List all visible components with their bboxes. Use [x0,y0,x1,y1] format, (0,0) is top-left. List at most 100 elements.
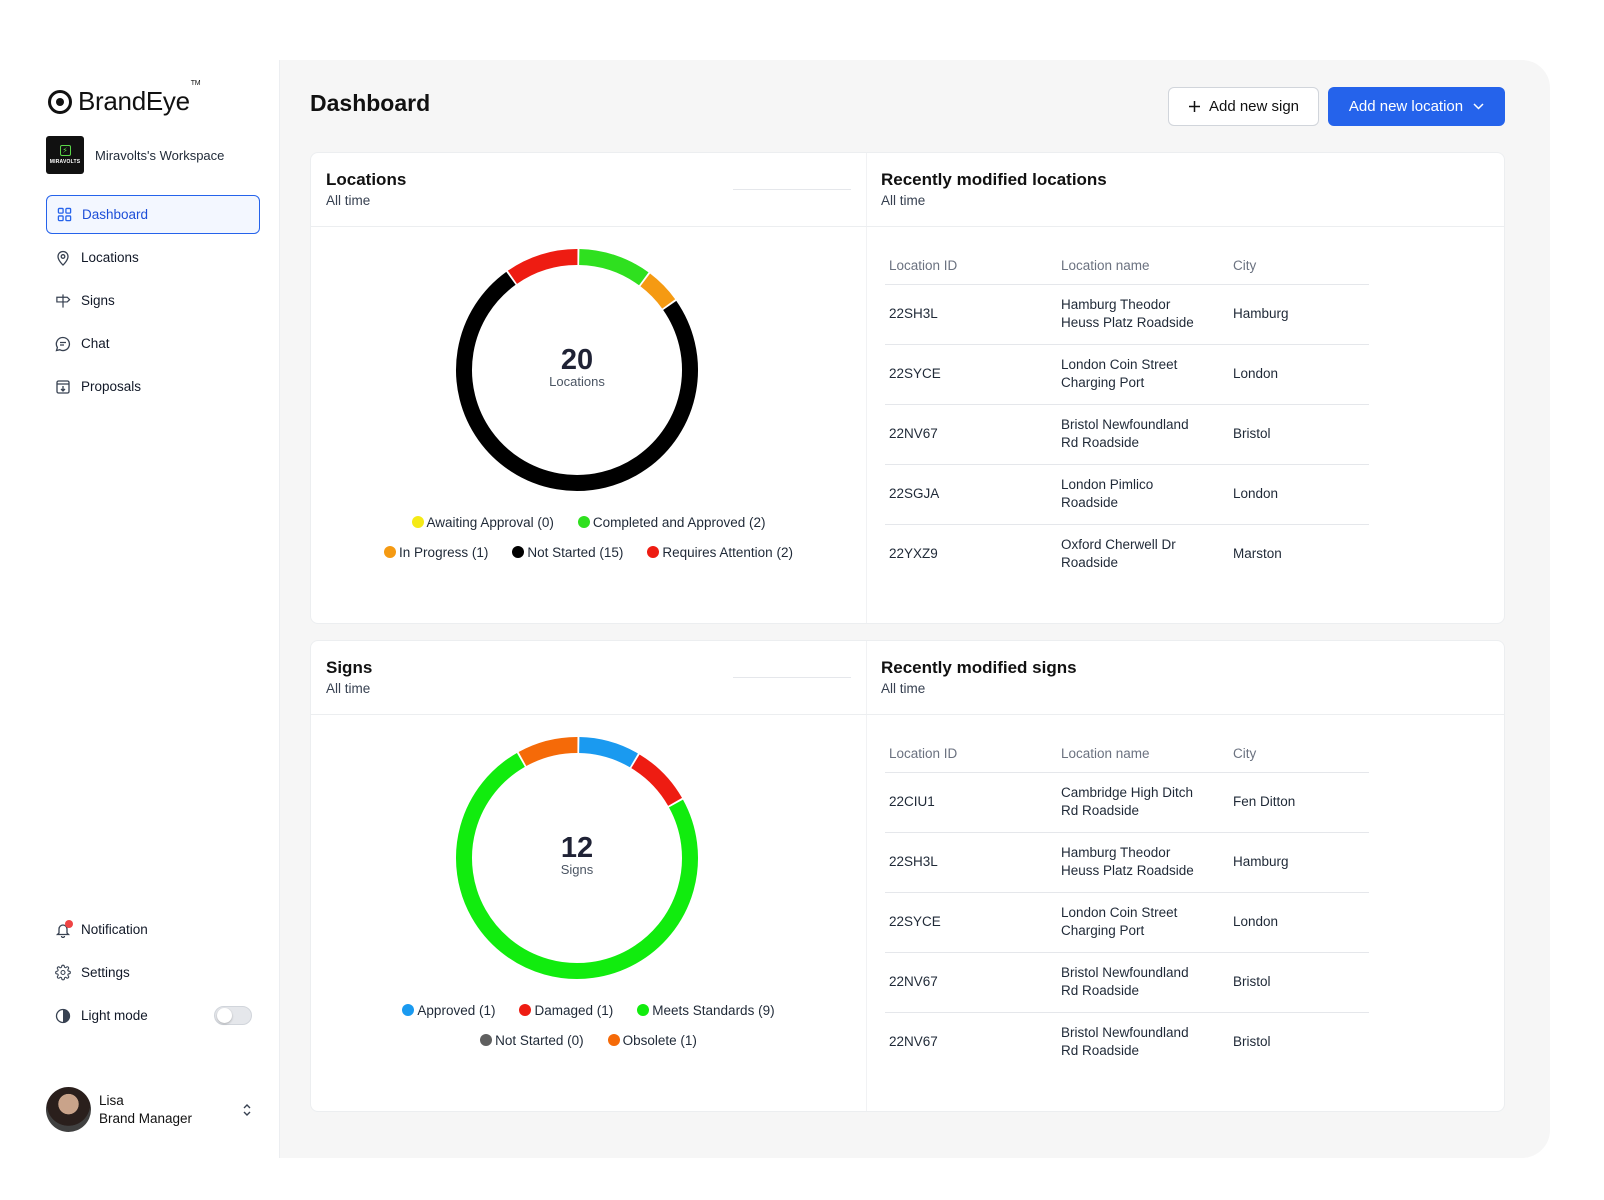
user-role: Brand Manager [99,1110,193,1126]
table-row[interactable]: 22NV67 Bristol Newfoundland Rd Roadside B… [885,1012,1369,1072]
table-row[interactable]: 22CIU1 Cambridge High Ditch Rd Roadside F… [885,772,1369,833]
sidebar-item-label: Notification [81,922,148,937]
donut-slice-approved[interactable] [578,737,638,768]
recent-locations-table: Location ID Location name City 22SH3L Ha… [885,248,1369,584]
add-location-label: Add new location [1348,98,1464,115]
legend-swatch [577,516,590,528]
contrast-icon [55,1008,71,1024]
signs-total-label: Signs [560,862,594,877]
light-mode-toggle[interactable] [214,1006,252,1025]
brand-logo[interactable]: BrandEyeTM [48,80,201,117]
column-header-location-name[interactable]: Location name [1057,736,1229,773]
donut-slice-meets-standards[interactable] [456,752,698,979]
add-sign-button[interactable]: Add new sign [1168,87,1319,126]
legend-row: Approved (1) Damaged (1) Meets Standards… [311,995,866,1025]
table-row[interactable]: 22NV67 Bristol Newfoundland Rd Roadside B… [885,404,1369,465]
legend-item-completed-approved[interactable]: Completed and Approved (2) [577,515,765,530]
donut-slice-requires-attention[interactable] [507,249,578,284]
cell-location-id: 22CIU1 [885,772,1057,833]
sidebar-item-dashboard[interactable]: Dashboard [46,195,260,234]
legend-item-meets-standards[interactable]: Meets Standards (9) [637,1003,775,1018]
donut-slice-obsolete[interactable] [518,737,578,767]
legend-item-in-progress[interactable]: In Progress (1) [384,545,488,560]
legend-item-requires-attention[interactable]: Requires Attention (2) [647,545,793,560]
chat-icon [55,336,71,352]
recent-locations-title: Recently modified locations [881,170,1107,189]
sidebar-item-chat[interactable]: Chat [46,324,260,363]
workspace-switcher[interactable]: ⚡ MIRAVOLTS Miravolts's Workspace [46,136,224,174]
chevron-down-icon [1473,103,1484,110]
cell-city: London [1229,464,1369,525]
legend-item-obsolete[interactable]: Obsolete (1) [607,1033,697,1048]
sidebar-item-signs[interactable]: Signs [46,281,260,320]
legend-swatch [411,516,424,528]
table-row[interactable]: 22YXZ9 Oxford Cherwell Dr Roadside Marsto… [885,524,1369,584]
donut-slice-damaged[interactable] [631,754,683,807]
locations-title: Locations [326,170,407,189]
notification-badge [65,919,73,928]
recent-locations-subtitle: All time [881,193,926,208]
column-header-location-id[interactable]: Location ID [885,248,1057,285]
legend-item-approved[interactable]: Approved (1) [402,1003,495,1018]
user-profile[interactable]: Lisa Brand Manager [46,1087,260,1132]
cell-city: Marston [1233,546,1282,562]
donut-slice-in-progress[interactable] [640,273,676,309]
table-row[interactable]: 22SYCE London Coin Street Charging Port L… [885,892,1369,953]
signs-donut-chart [456,737,698,979]
cell-location-name: London Coin Street Charging Port [1057,344,1229,405]
table-header-row: Location ID Location name City [885,736,1369,773]
main-content: Dashboard Add new sign Add new location … [280,60,1550,1158]
brand-name: BrandEyeTM [78,80,201,116]
table-row[interactable]: 22SGJA London Pimlico Roadside London [885,464,1369,525]
table-row[interactable]: 22SH3L Hamburg Theodor Heuss Platz Roadsi… [885,832,1369,893]
sidebar-item-light-mode: Light mode [46,996,260,1035]
donut-slice-not-started[interactable] [456,271,698,491]
table-row[interactable]: 22SH3L Hamburg Theodor Heuss Platz Roadsi… [885,284,1369,345]
avatar [46,1087,91,1132]
sidebar-item-locations[interactable]: Locations [46,238,260,277]
cell-location-name: London Coin Street Charging Port [1057,892,1229,953]
sidebar-item-settings[interactable]: Settings [46,953,260,992]
workspace-name: Miravolts's Workspace [95,147,225,163]
chevron-updown-icon[interactable] [242,1102,252,1118]
column-header-city[interactable]: City [1229,736,1369,773]
column-header-location-name[interactable]: Location name [1057,248,1229,285]
legend-item-damaged[interactable]: Damaged (1) [519,1003,613,1018]
grid-icon [56,207,72,223]
cell-city: Hamburg [1229,832,1369,893]
legend-item-awaiting-approval[interactable]: Awaiting Approval (0) [411,515,554,530]
recent-signs-title: Recently modified signs [881,658,1077,677]
cell-location-id: 22SYCE [885,892,1057,953]
legend-item-not-started[interactable]: Not Started (0) [480,1033,584,1048]
sidebar: BrandEyeTM ⚡ MIRAVOLTS Miravolts's Works… [0,60,280,1158]
locations-donut-chart [456,249,698,491]
recent-signs-table: Location ID Location name City 22CIU1 Ca… [885,736,1369,1072]
table-row[interactable]: 22NV67 Bristol Newfoundland Rd Roadside B… [885,952,1369,1013]
cell-location-name: Bristol Newfoundland Rd Roadside [1061,1025,1189,1059]
legend-swatch [402,1004,415,1016]
legend-swatch [637,1004,650,1016]
user-info: Lisa Brand Manager [99,1092,192,1128]
sidebar-item-label: Chat [81,336,110,351]
signpost-icon [55,293,71,309]
sidebar-item-label: Settings [81,965,130,980]
gear-icon [55,964,71,981]
cell-location-name: London Pimlico Roadside [1057,464,1229,525]
column-header-city[interactable]: City [1229,248,1369,285]
table-row[interactable]: 22SYCE London Coin Street Charging Port L… [885,344,1369,405]
legend-row: In Progress (1) Not Started (15) Require… [311,537,866,567]
plus-icon [1188,101,1200,112]
legend-swatch [647,546,660,558]
add-sign-label: Add new sign [1208,98,1300,115]
bell-icon [55,919,73,938]
donut-slice-completed-and-approved[interactable] [578,249,649,286]
cell-location-name: Hamburg Theodor Heuss Platz Roadside [1057,832,1229,893]
legend-item-not-started[interactable]: Not Started (15) [512,545,623,560]
add-location-button[interactable]: Add new location [1328,87,1505,126]
sidebar-item-proposals[interactable]: Proposals [46,367,260,406]
card-divider [311,714,1504,715]
column-header-location-id[interactable]: Location ID [885,736,1057,773]
cell-city: Bristol [1229,404,1369,465]
sidebar-item-label: Light mode [81,1008,148,1023]
sidebar-item-notification[interactable]: Notification [46,910,260,949]
